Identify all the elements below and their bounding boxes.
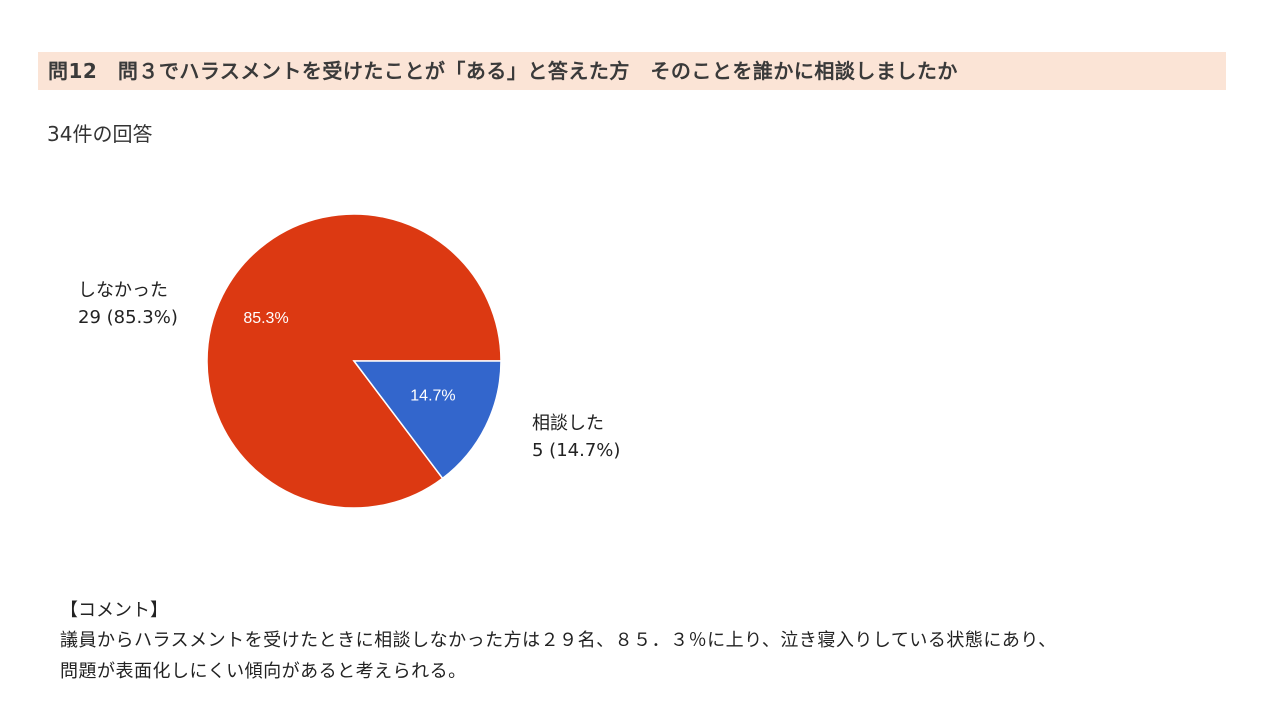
slice-name-label: しなかった xyxy=(78,280,168,301)
slice-percent-label: 85.3% xyxy=(243,310,288,327)
comment-heading: 【コメント】 xyxy=(60,600,168,621)
comment-body: 議員からハラスメントを受けたときに相談しなかった方は２９名、８５．３％に上り、泣… xyxy=(60,625,1230,687)
slice-count-label: 29 (85.3%) xyxy=(78,307,178,328)
comment-line: 議員からハラスメントを受けたときに相談しなかった方は２９名、８５．３％に上り、泣… xyxy=(60,630,1057,651)
slice-count-label: 5 (14.7%) xyxy=(532,440,620,461)
pie-slice xyxy=(352,360,502,480)
slice-name-label: 相談した xyxy=(532,413,604,434)
question-title: 問12 問３でハラスメントを受けたことが「ある」と答えた方 そのことを誰かに相談… xyxy=(48,59,958,83)
response-count: 34件の回答 xyxy=(47,122,153,146)
question-title-bar: 問12 問３でハラスメントを受けたことが「ある」と答えた方 そのことを誰かに相談… xyxy=(38,52,1226,90)
slice-percent-label: 14.7% xyxy=(410,387,455,404)
comment-line: 問題が表面化しにくい傾向があると考えられる。 xyxy=(60,661,467,682)
